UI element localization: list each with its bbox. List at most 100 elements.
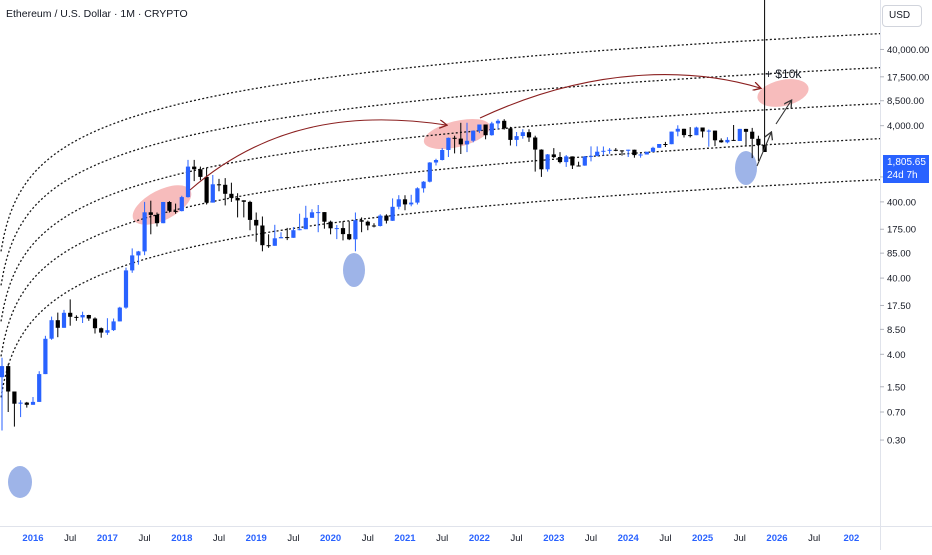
candle-body — [223, 184, 228, 194]
candle-body — [247, 201, 253, 220]
candle-body — [43, 338, 48, 375]
candle-body — [105, 330, 110, 333]
target-zone — [757, 79, 809, 107]
candle-body — [557, 157, 563, 163]
candle-body — [588, 155, 594, 157]
price-tick-label: 1.50 — [887, 382, 906, 393]
currency-button[interactable]: USD — [882, 5, 922, 27]
candle-body — [254, 219, 259, 226]
candle-body — [297, 229, 302, 231]
candle-body — [353, 220, 358, 240]
price-tick-label: 0.30 — [887, 436, 906, 447]
candle-body — [626, 149, 631, 151]
candle-body — [570, 156, 575, 166]
candle-body — [669, 131, 674, 145]
candle-body — [545, 154, 550, 170]
candle-body — [644, 151, 649, 155]
candle-body — [464, 140, 470, 145]
candle-body — [0, 366, 5, 378]
candle-body — [204, 176, 209, 203]
candle-body — [278, 237, 284, 239]
time-tick-label: 2023 — [543, 533, 564, 544]
candle-body — [359, 220, 364, 222]
time-tick-label: Jul — [362, 533, 374, 544]
candle-body — [49, 320, 54, 339]
growth-curve — [0, 178, 880, 398]
time-tick-label: 202 — [843, 533, 859, 544]
candle-body — [136, 251, 141, 256]
price-tick-label: 4.00 — [887, 350, 906, 361]
candle-body — [334, 228, 339, 230]
candle-body — [731, 139, 736, 141]
candle-body — [198, 169, 203, 177]
price-axis[interactable]: 40,000.0017,500.008,500.004,000.00850.00… — [880, 45, 929, 447]
time-tick-label: Jul — [585, 533, 597, 544]
candle-body — [291, 230, 296, 238]
time-tick-label: 2025 — [692, 533, 714, 544]
candle-body — [706, 130, 711, 132]
price-tick-label: 8,500.00 — [887, 96, 924, 107]
candle-body — [601, 150, 606, 152]
time-axis[interactable]: 2016 Jul 2017 Jul 2018 Jul 2019 Jul 2020 Jul 2021 J… — [22, 533, 859, 544]
highlight-zones — [8, 79, 809, 498]
candle-body — [756, 138, 761, 145]
candle-body — [526, 132, 532, 138]
candle-body — [185, 166, 191, 198]
growth-curve — [0, 102, 880, 322]
candle-body — [216, 184, 222, 186]
candle-body — [452, 137, 457, 139]
candle-body — [440, 150, 445, 160]
candle-body — [551, 154, 556, 158]
candle-body — [607, 149, 612, 151]
candle-body — [148, 212, 153, 215]
growth-curve — [0, 66, 880, 286]
candle-body — [409, 202, 414, 205]
price-tick-label: 400.00 — [887, 197, 916, 208]
candle-body — [725, 139, 730, 143]
candle-body — [743, 128, 749, 132]
candle-body — [650, 147, 656, 152]
growth-curve — [0, 32, 880, 252]
candle-body — [179, 197, 184, 212]
candle-body — [92, 318, 98, 329]
candle-body — [309, 212, 315, 218]
price-tick-label: 4,000.00 — [887, 121, 924, 132]
price-tick-label: 17.50 — [887, 301, 911, 312]
candle-body — [142, 212, 147, 252]
candle-body — [737, 128, 742, 141]
candle-body — [347, 234, 352, 240]
candle-body — [477, 124, 482, 131]
growth-curves — [0, 32, 880, 398]
annotation-arrows — [189, 74, 791, 191]
candle-body — [421, 181, 426, 189]
candle-body — [285, 237, 290, 239]
candle-body — [241, 200, 246, 202]
candle-body — [322, 212, 327, 222]
candle-body — [533, 137, 538, 150]
time-tick-label: Jul — [213, 533, 225, 544]
candle-body — [471, 130, 476, 141]
last-price-tag: 1,805.65 24d 7h — [883, 155, 929, 183]
time-tick-label: Jul — [287, 533, 299, 544]
candle-body — [619, 150, 625, 152]
candle-body — [328, 221, 333, 229]
candle-body — [564, 156, 569, 163]
candles — [0, 0, 767, 431]
candle-body — [272, 238, 277, 246]
chart-title: Ethereum / U.S. Dollar · 1M · CRYPTO — [6, 8, 188, 20]
candle-body — [582, 156, 587, 166]
price-tick-label: 17,500.00 — [887, 72, 929, 83]
candle-body — [502, 120, 507, 129]
candle-body — [210, 184, 215, 203]
candle-body — [167, 202, 172, 211]
candle-body — [508, 128, 513, 140]
candle-body — [576, 165, 581, 167]
arrow-2018-to-2021 — [189, 119, 446, 191]
candle-body — [700, 127, 705, 132]
time-tick-label: Jul — [511, 533, 523, 544]
bottom-zone-2020 — [343, 253, 365, 287]
time-tick-label: 2021 — [394, 533, 416, 544]
candle-body — [495, 120, 501, 124]
